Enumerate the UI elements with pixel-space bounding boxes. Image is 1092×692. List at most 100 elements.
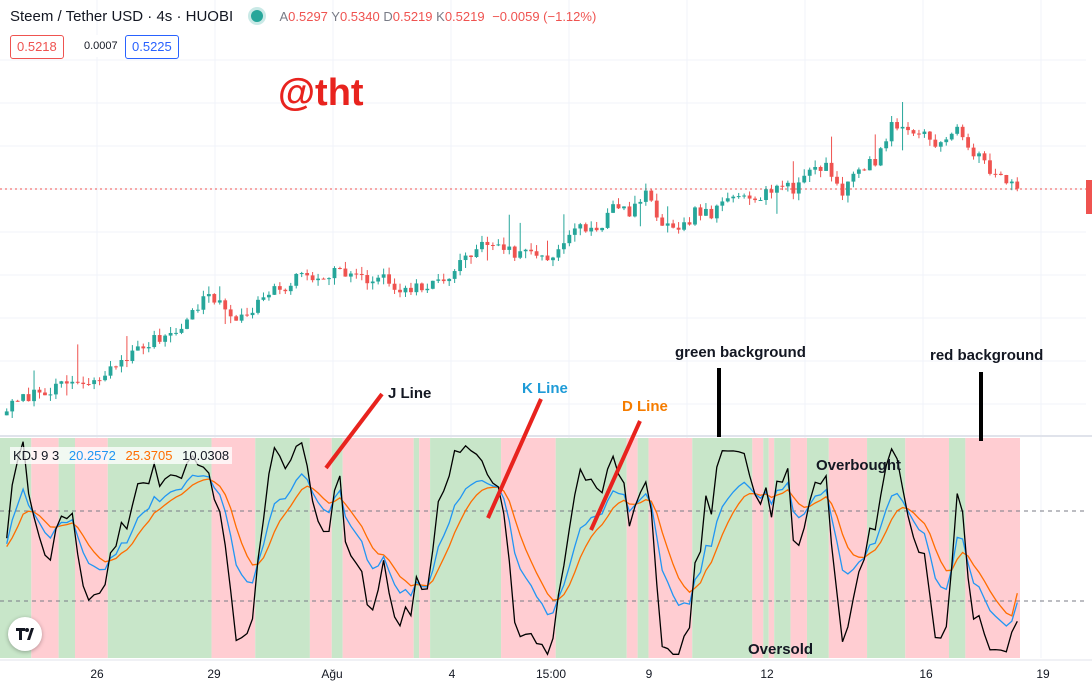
kdj-legend-d: 25.3705 xyxy=(125,448,173,463)
candle-body xyxy=(927,131,932,140)
sell-button[interactable]: 0.5218 xyxy=(10,35,64,59)
annotation-k-line: K Line xyxy=(522,380,568,397)
candle-body xyxy=(277,286,282,290)
candle-body xyxy=(480,241,484,250)
kdj-band-green xyxy=(867,438,906,658)
candle-body xyxy=(299,273,304,275)
candle-body xyxy=(485,241,490,246)
kdj-band-green xyxy=(430,438,502,658)
candle-body xyxy=(829,162,834,177)
candle-body xyxy=(605,212,610,228)
candle-body xyxy=(906,126,910,131)
candle-body xyxy=(567,234,572,244)
candle-body xyxy=(643,190,648,202)
candle-body xyxy=(1004,175,1009,184)
x-axis[interactable]: 26 29 Ağu 4 15:00 9 12 16 19 xyxy=(90,667,1050,681)
candle-body xyxy=(769,189,774,193)
symbol-title[interactable]: Steem / Tether USD · 4s · HUOBI xyxy=(10,8,234,25)
candle-body xyxy=(463,255,468,261)
candle-body xyxy=(392,283,397,290)
candle-body xyxy=(217,300,222,303)
kdj-band-green xyxy=(763,438,769,658)
candle-body xyxy=(409,287,413,293)
candle-body xyxy=(840,183,845,196)
candle-body xyxy=(944,139,949,143)
candle-body xyxy=(725,198,730,202)
candle-body xyxy=(758,199,763,201)
candle-body xyxy=(534,251,539,256)
annotation-green-background: green background xyxy=(675,344,806,361)
candle-body xyxy=(561,243,566,250)
candle-body xyxy=(228,309,233,317)
candle-body xyxy=(338,268,342,270)
x-tick-label: 12 xyxy=(760,667,774,681)
candle-body xyxy=(343,268,348,277)
candle-body xyxy=(884,141,889,149)
kdj-band-green xyxy=(948,438,966,658)
tradingview-logo-icon xyxy=(16,628,34,640)
candle-body xyxy=(458,260,463,272)
candlestick-series[interactable] xyxy=(4,102,1020,418)
x-tick-label: 16 xyxy=(919,667,933,681)
k-line-arrow xyxy=(486,398,543,519)
candle-body xyxy=(698,207,703,216)
candle-body xyxy=(693,207,697,225)
candle-body xyxy=(103,375,107,381)
candle-body xyxy=(1009,181,1014,184)
candle-body xyxy=(966,137,971,148)
candle-body xyxy=(998,173,1003,176)
candle-body xyxy=(977,153,981,157)
kdj-legend[interactable]: KDJ 9 3 20.2572 25.3705 10.0308 xyxy=(10,447,233,464)
candle-body xyxy=(75,381,80,383)
annotation-oversold: Oversold xyxy=(748,641,814,658)
candle-body xyxy=(589,227,594,232)
kdj-band-red xyxy=(768,438,775,658)
candle-body xyxy=(578,224,583,229)
candle-body xyxy=(64,381,69,384)
kdj-lines xyxy=(6,441,1018,656)
candle-body xyxy=(234,316,239,321)
candle-body xyxy=(988,160,992,174)
candle-body xyxy=(889,122,894,142)
kdj-band-green xyxy=(58,438,76,658)
candle-body xyxy=(775,185,779,193)
candle-body xyxy=(731,196,736,199)
candle-body xyxy=(572,228,577,235)
candle-body xyxy=(742,195,747,197)
candle-body xyxy=(398,289,402,293)
candle-body xyxy=(316,278,320,281)
candle-body xyxy=(818,166,823,171)
candle-body xyxy=(1015,181,1020,189)
candle-body xyxy=(654,200,659,218)
candle-body xyxy=(130,350,135,362)
tradingview-logo[interactable] xyxy=(8,617,42,651)
candle-body xyxy=(294,273,299,286)
kdj-band-red xyxy=(752,438,764,658)
candle-body xyxy=(469,255,473,258)
candle-body xyxy=(704,208,708,216)
annotation-arrows xyxy=(324,368,983,531)
price-change: −0.0059 (−1.12%) xyxy=(492,9,597,24)
candle-body xyxy=(430,280,435,289)
candle-body xyxy=(960,126,965,138)
buy-button[interactable]: 0.5225 xyxy=(125,35,179,59)
kdj-band-red xyxy=(342,438,414,658)
candle-body xyxy=(512,246,517,258)
candle-body xyxy=(709,208,714,219)
candle-body xyxy=(895,122,900,129)
kdj-k-line xyxy=(6,473,1018,627)
kdj-legend-k: 20.2572 xyxy=(68,448,116,463)
last-price-tag xyxy=(1086,180,1092,214)
candle-body xyxy=(174,332,178,334)
kdj-band-red xyxy=(501,438,556,658)
x-tick-label: 29 xyxy=(207,667,221,681)
kdj-band-red xyxy=(309,438,332,658)
candle-body xyxy=(59,381,64,384)
candle-body xyxy=(37,389,42,393)
candle-body xyxy=(4,411,9,416)
candle-body xyxy=(185,319,189,329)
kdj-band-red xyxy=(648,438,693,658)
candle-body xyxy=(665,223,670,226)
candle-body xyxy=(955,126,960,134)
